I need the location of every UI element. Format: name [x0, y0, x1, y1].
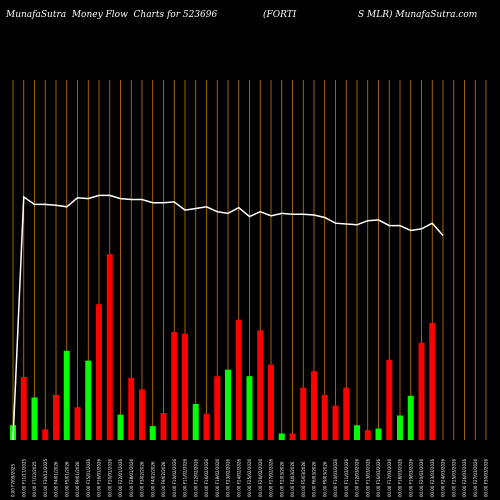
flow-bar [117, 414, 124, 440]
flow-bar [74, 407, 81, 440]
x-tick-label: 00.00 F30/03/2026 [484, 458, 489, 497]
flow-bar [429, 323, 436, 440]
x-tick-label: 00.00 F16/03/2026 [376, 458, 381, 497]
flow-bar [42, 429, 49, 440]
x-tick-label: 00.00 F27/02/2026 [269, 458, 274, 497]
x-tick-label: 00.00 F6/03/2026 [312, 461, 317, 497]
flow-bar [139, 389, 145, 440]
flow-bar [321, 395, 328, 440]
flow-bar [128, 377, 135, 440]
x-tick-label: 00.00 F9/02/2026 [161, 461, 166, 497]
x-tick-label: 00.00 F20/03/2026 [419, 458, 424, 497]
flow-bar [20, 377, 27, 440]
x-tick-label: 00.00 F18/03/2026 [398, 458, 403, 497]
x-tick-label: 00.00 F12/02/2026 [193, 458, 198, 497]
flow-bar [397, 415, 403, 440]
x-tick-label: 00.00 F23/03/2026 [430, 458, 435, 497]
x-tick-label: 00.00 F13/03/2026 [365, 458, 370, 497]
x-tick-label: 00.00 F20/01/2026 [107, 458, 112, 497]
flow-bar [364, 430, 371, 440]
flow-bar [257, 330, 264, 440]
flow-bar [375, 428, 382, 440]
x-tick-label: 00.00 F11/02/2026 [183, 458, 188, 497]
x-tick-label: 00.00 F27/03/2026 [473, 458, 478, 497]
x-tick-label: 00.00 F16/01/2026 [97, 458, 102, 497]
flow-bar [343, 387, 350, 440]
x-tick-label: 00.00 F25/03/2026 [451, 458, 456, 497]
flow-bar [182, 333, 188, 440]
flow-bar [332, 405, 339, 440]
flow-bar [289, 433, 296, 440]
flow-bar [300, 387, 307, 440]
flow-bar [192, 404, 199, 440]
x-tick-label: 00.00 F15/01/2026 [86, 458, 91, 497]
flow-bar [268, 364, 274, 440]
x-tick-label: 00.00 F18/02/2026 [215, 458, 220, 497]
x-tick-label: 00.00 F17/03/2026 [387, 458, 392, 497]
flow-bar [407, 395, 414, 440]
x-tick-label: 00.00 F23/02/2026 [226, 458, 231, 497]
x-tick-label: 00.00 F24/03/2026 [441, 458, 446, 497]
flow-bar [418, 342, 425, 440]
x-tick-label: 00.00 F12/03/2026 [355, 458, 360, 497]
x-tick-label: 00.00 F26/03/2026 [462, 458, 467, 497]
money-flow-line [12, 194, 444, 441]
x-tick-label: 00.00 F30/12/2025 [43, 458, 48, 497]
x-tick-label: 00.00 F24/02/2026 [236, 458, 241, 497]
x-tick-label: 00.00 F5/01/2026 [64, 461, 69, 497]
x-tick-label: 00.00 F11/03/2026 [344, 458, 349, 497]
x-tick-label: 00.00 F11/11/2025 [21, 458, 26, 497]
flow-bar [160, 413, 167, 440]
flow-bar [246, 376, 253, 440]
x-tick-label: 00.00 F10/03/2026 [333, 458, 338, 497]
flow-bar [171, 332, 178, 440]
x-tick-label: 00.00 F4/02/2026 [150, 461, 155, 497]
chart-title-middle: (FORTI [263, 10, 297, 20]
x-tick-label: 00.00 F5/03/2026 [301, 461, 306, 497]
flow-bar [278, 433, 285, 440]
chart-title-left: MunafaSutra Money Flow Charts for 523696 [6, 10, 218, 20]
x-tick-label: 00.00 F4/03/2026 [290, 461, 295, 497]
flow-bar [311, 371, 317, 440]
x-tick-label: 00.00 F25/02/2026 [247, 458, 252, 497]
x-tick-label: 00.00 F10/02/2026 [172, 458, 177, 497]
x-tick-label: 00.00 F4/01/2026 [54, 461, 59, 497]
flow-bar [225, 369, 231, 440]
x-tick-label: 00.00 F2/03/2026 [279, 461, 284, 497]
flow-bar [203, 413, 210, 440]
flow-bar [96, 304, 102, 440]
x-tick-label: 00.00 F3/02/2026 [140, 461, 145, 497]
flow-bar [235, 319, 242, 440]
x-tick-label: 00.00 F28/01/2026 [129, 458, 134, 497]
x-tick-label: 00.00 F22/01/2026 [118, 458, 123, 497]
flow-bar [106, 254, 113, 440]
flow-bar [214, 376, 221, 440]
x-tick-label: 00.00 F26/02/2026 [258, 458, 263, 497]
x-tick-label: 0.00 F7/09/2025 [11, 464, 16, 497]
chart-title-right: S MLR) MunafaSutra.com [358, 10, 478, 20]
flow-bar [354, 425, 360, 440]
x-tick-label: 00.00 F9/01/2026 [75, 461, 80, 497]
x-tick-label: 00.00 F16/02/2026 [204, 458, 209, 497]
flow-bar [386, 359, 393, 440]
flow-bar [63, 350, 70, 440]
flow-bar [85, 360, 92, 440]
flow-bar [31, 397, 38, 440]
x-tick-label: 00.00 F9/03/2026 [322, 461, 327, 497]
flow-bar [149, 426, 156, 440]
x-tick-label: 00.00 F19/03/2026 [408, 458, 413, 497]
x-tick-label: 00.00 F7/12/2025 [32, 461, 37, 497]
flow-bar [53, 395, 59, 440]
